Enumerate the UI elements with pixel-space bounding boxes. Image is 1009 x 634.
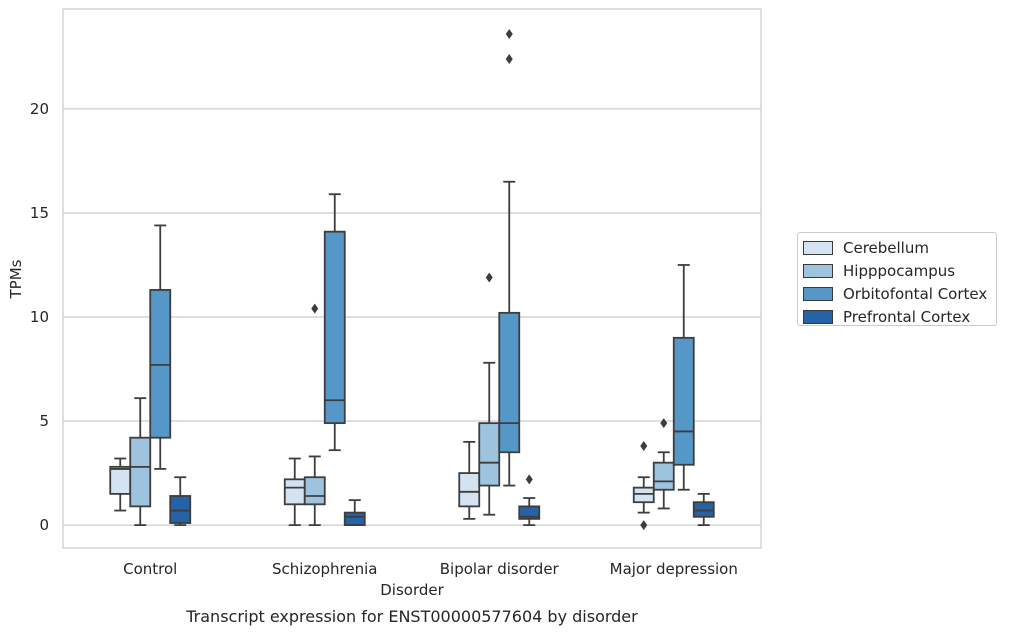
box-group	[169, 476, 192, 527]
x-tick-label: Major depression	[610, 560, 738, 578]
legend-label: Hipppocampus	[843, 261, 956, 280]
outlier-point	[525, 474, 533, 485]
x-axis-label: Disorder	[380, 581, 444, 599]
box-group	[303, 303, 326, 527]
box-group	[323, 193, 346, 452]
box-groups	[109, 28, 715, 531]
legend-swatch	[803, 240, 833, 255]
box-group	[672, 264, 695, 491]
y-tick-label: 20	[30, 100, 49, 118]
box	[109, 465, 132, 495]
x-tick-label: Bipolar disorder	[440, 560, 560, 578]
box	[672, 336, 695, 466]
outlier-point	[660, 418, 668, 429]
legend: Cerebellum Hipppocampus Orbitofontal Cor…	[797, 232, 997, 326]
outlier-point	[311, 303, 319, 314]
box	[303, 476, 326, 506]
legend-swatch	[803, 286, 833, 301]
legend-label: Orbitofontal Cortex	[843, 284, 988, 303]
legend-swatch	[803, 263, 833, 278]
box-group	[632, 441, 655, 531]
box	[283, 478, 306, 506]
box	[632, 486, 655, 504]
legend-item: Cerebellum	[803, 236, 996, 259]
box-group	[478, 272, 501, 516]
legend-label: Prefrontal Cortex	[843, 307, 971, 326]
x-tick-label: Schizophrenia	[272, 560, 377, 578]
box-group	[109, 457, 132, 512]
box	[323, 230, 346, 425]
legend-swatch	[803, 309, 833, 324]
x-tick-labels: Control Schizophrenia Bipolar disorder Majo…	[123, 560, 738, 578]
box-group	[652, 418, 675, 510]
x-tick-label: Control	[123, 560, 177, 578]
outlier-point	[505, 53, 513, 64]
box-group	[149, 224, 172, 470]
box	[458, 472, 481, 508]
box	[129, 436, 152, 508]
outlier-point	[640, 520, 648, 531]
box-group	[343, 499, 366, 527]
y-tick-label: 0	[39, 516, 49, 534]
plot-area	[62, 8, 762, 549]
box-group	[129, 397, 152, 527]
outlier-point	[485, 272, 493, 283]
legend-item: Orbitofontal Cortex	[803, 282, 996, 305]
box	[518, 505, 541, 520]
legend-item: Hipppocampus	[803, 259, 996, 282]
y-tick-labels: 0 5 10 15 20	[30, 100, 49, 534]
box-group	[692, 492, 715, 527]
y-tick-label: 10	[30, 308, 49, 326]
box	[343, 511, 366, 527]
box	[652, 461, 675, 491]
legend-item: Prefrontal Cortex	[803, 305, 996, 328]
chart-title: Transcript expression for ENST0000057760…	[185, 607, 638, 626]
box	[169, 495, 192, 524]
y-axis-label: TPMs	[7, 259, 25, 299]
box-group	[283, 457, 306, 527]
y-tick-label: 5	[39, 412, 49, 430]
legend-label: Cerebellum	[843, 238, 929, 257]
box	[149, 289, 172, 439]
box	[478, 422, 501, 487]
box	[692, 501, 715, 518]
box-group	[498, 28, 521, 487]
y-tick-label: 15	[30, 204, 49, 222]
box-group	[458, 440, 481, 520]
box	[498, 311, 521, 454]
outlier-point	[640, 441, 648, 452]
outlier-point	[505, 28, 513, 39]
box-group	[518, 474, 541, 527]
